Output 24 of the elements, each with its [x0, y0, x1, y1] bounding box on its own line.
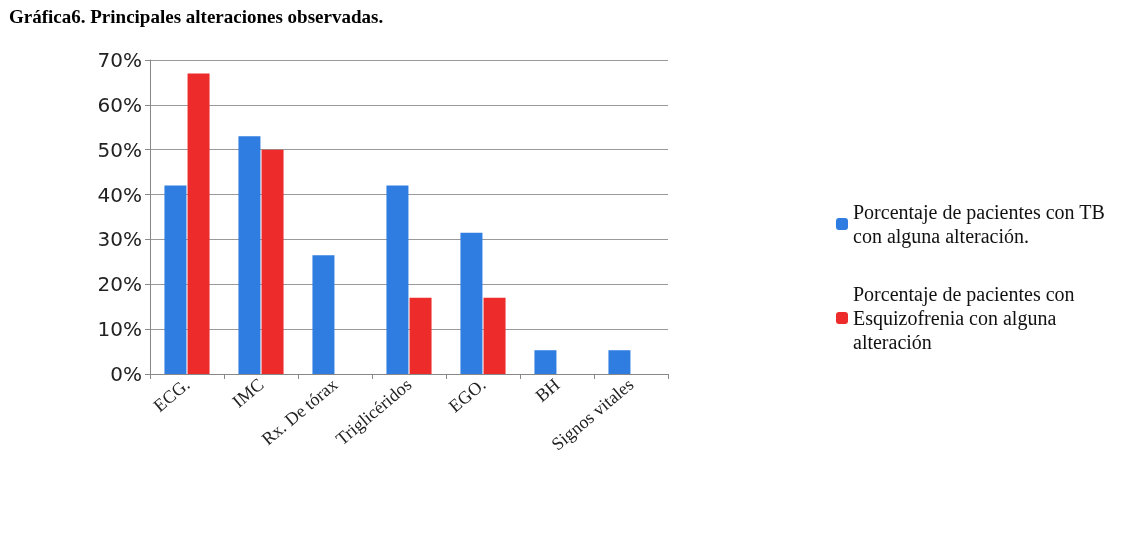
bar [534, 350, 557, 374]
y-tick-label: 0% [110, 362, 142, 386]
y-tick-label: 70% [97, 48, 142, 72]
y-tick-label: 50% [97, 137, 142, 162]
x-tick-label: BH [531, 374, 564, 406]
bar [261, 149, 284, 374]
bar [608, 350, 631, 374]
bar [238, 136, 261, 374]
bar [483, 297, 506, 374]
chart-title: Gráfica6. Principales alteraciones observadas. [9, 6, 384, 27]
bar [312, 255, 335, 374]
bar [460, 232, 483, 374]
legend-label: Porcentaje de pacientes con Esquizofrenia con alguna alteración [853, 283, 1080, 353]
y-tick-label: 40% [97, 182, 142, 207]
bar [164, 185, 187, 374]
bar [386, 185, 409, 374]
y-tick-label: 60% [97, 92, 142, 117]
y-tick-label: 30% [97, 227, 142, 252]
y-tick-label: 20% [97, 272, 142, 297]
x-tick-label: IMC [228, 374, 268, 412]
legend-label: Porcentaje de pacientes con TB con alguna alteración. [853, 201, 1110, 248]
bar [187, 73, 210, 374]
y-tick-label: 10% [97, 317, 142, 342]
bar [409, 297, 432, 374]
